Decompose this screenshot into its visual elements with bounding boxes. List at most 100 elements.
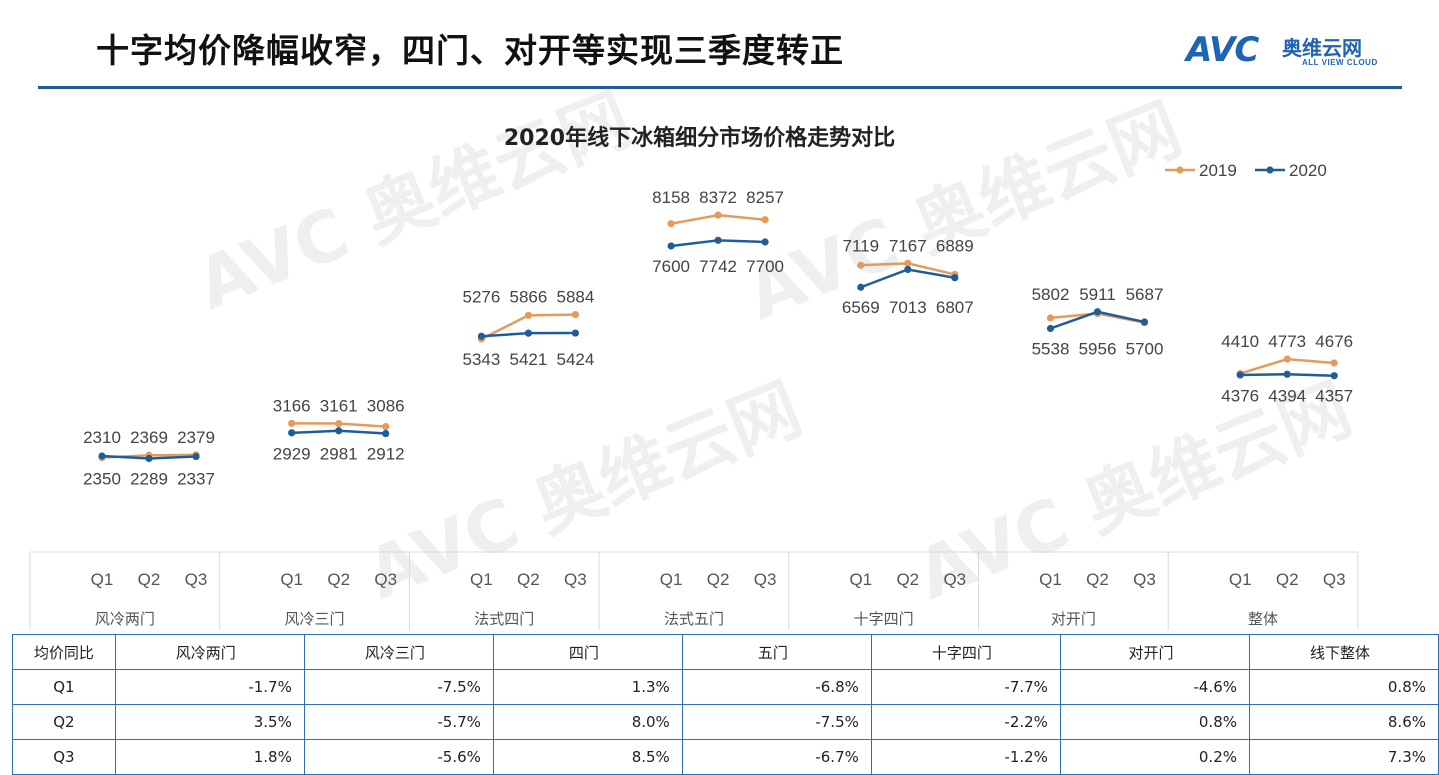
series-2020-point — [904, 265, 912, 274]
series-2019-point — [857, 261, 865, 269]
x-category-label: 风冷两门 — [95, 610, 155, 628]
table-cell: -7.5% — [303, 669, 494, 705]
series-2020-point — [335, 427, 343, 435]
series-2020-point — [1140, 318, 1149, 326]
data-label: 5421 — [509, 350, 547, 369]
table-column-header: 四门 — [492, 634, 683, 670]
x-tick-label: Q3 — [185, 570, 208, 589]
series-2019-point — [1283, 355, 1291, 363]
data-label: 3086 — [367, 396, 405, 415]
avc-logo: AVC 奥维云网 ALL VIEW CLOUD — [1186, 30, 1402, 74]
data-label: 4376 — [1221, 387, 1259, 406]
table-body: Q1 -1.7% -7.5% 1.3% -6.8% -7.7% -4.6% 0.8% Q2 3.5… — [12, 669, 1439, 775]
series-2020-point — [477, 332, 485, 340]
data-label: 5276 — [462, 288, 500, 307]
table-row-header: Q3 — [12, 739, 116, 775]
data-label: 5424 — [556, 350, 594, 369]
x-tick-label: Q3 — [564, 570, 587, 589]
table-cell: -1.7% — [114, 669, 305, 705]
table-cell: 8.5% — [492, 739, 683, 775]
data-label: 2929 — [273, 445, 311, 464]
data-label: 5911 — [1079, 285, 1116, 304]
legend-2020-marker — [1266, 166, 1274, 174]
table-corner-header: 均价同比 — [12, 634, 116, 670]
data-label: 4410 — [1221, 332, 1259, 351]
series-2020-point — [524, 329, 533, 337]
table-column-header: 线下整体 — [1249, 634, 1439, 670]
data-label: 7119 — [843, 236, 880, 255]
series-2019-point — [335, 419, 343, 428]
x-tick-label: Q2 — [517, 570, 540, 589]
series-2020-point — [288, 429, 296, 437]
x-tick-label: Q3 — [754, 570, 777, 589]
data-label: 8158 — [652, 188, 690, 207]
series-2019-point — [571, 311, 580, 319]
x-tick-label: Q2 — [1276, 570, 1299, 589]
table-cell: 0.2% — [1059, 739, 1251, 775]
table-cell: -7.7% — [870, 669, 1061, 705]
data-label: 2337 — [177, 469, 215, 488]
x-tick-label: Q3 — [1133, 570, 1156, 589]
legend-2019-label: 2019 — [1199, 161, 1237, 180]
series-2019-point — [524, 311, 533, 319]
series-2019-point — [714, 211, 722, 219]
x-category-label: 法式四门 — [474, 610, 534, 628]
legend-2020-label: 2020 — [1289, 161, 1327, 180]
series-2019-point — [1330, 359, 1338, 367]
series-2020-point — [1046, 324, 1055, 333]
yoy-table: 均价同比 风冷两门 风冷三门 四门 五门 十字四门 对开门 线下整体 Q1 -1.7% -7.5%… — [12, 634, 1439, 775]
data-label: 7600 — [652, 257, 690, 276]
page-title: 十字均价降幅收窄，四门、对开等实现三季度转正 — [96, 31, 844, 70]
data-label: 2981 — [320, 445, 358, 464]
data-label: 6889 — [936, 236, 974, 255]
table-cell: -1.2% — [870, 739, 1061, 775]
series-2020-point — [951, 274, 959, 282]
x-tick-label: Q1 — [470, 570, 493, 589]
table-row: Q2 3.5% -5.7% 8.0% -7.5% -2.2% 0.8% 8.6% — [12, 704, 1439, 740]
x-tick-label: Q2 — [1086, 570, 1109, 589]
table-cell: 8.0% — [492, 704, 683, 740]
x-category-label: 法式五门 — [664, 610, 724, 628]
x-category-label: 整体 — [1248, 610, 1278, 628]
header-divider — [38, 86, 1402, 89]
data-label: 4676 — [1315, 332, 1353, 351]
data-label: 5700 — [1126, 339, 1164, 358]
data-label: 2379 — [177, 428, 215, 447]
x-tick-label: Q3 — [943, 570, 966, 589]
series-2020-point — [145, 454, 153, 463]
x-tick-label: Q2 — [707, 570, 730, 589]
series-2020-point — [1093, 308, 1102, 316]
data-label: 5343 — [462, 350, 500, 369]
data-label: 5884 — [556, 288, 594, 307]
x-category-label: 十字四门 — [854, 610, 914, 628]
table-cell: 3.5% — [114, 704, 305, 740]
table-header-row: 均价同比 风冷两门 风冷三门 四门 五门 十字四门 对开门 线下整体 — [12, 634, 1439, 670]
data-label: 4357 — [1315, 387, 1353, 406]
series-2020-point — [1283, 370, 1291, 378]
x-tick-label: Q1 — [660, 570, 683, 589]
x-tick-label: Q2 — [327, 570, 350, 589]
data-label: 5538 — [1032, 339, 1070, 358]
series-2019-point — [382, 422, 390, 431]
data-label: 4773 — [1268, 332, 1306, 351]
series-2019-point — [667, 220, 675, 228]
data-label: 2289 — [130, 469, 168, 488]
series-2020-point — [1236, 371, 1244, 379]
logo-mark: AVC — [1186, 30, 1259, 70]
series-2020-point — [1330, 372, 1338, 380]
x-tick-label: Q1 — [849, 570, 872, 589]
x-tick-label: Q2 — [896, 570, 919, 589]
data-label: 8372 — [699, 188, 737, 207]
chart-title: 2020年线下冰箱细分市场价格走势对比 — [503, 126, 896, 151]
data-label: 3161 — [320, 396, 358, 415]
data-label: 2912 — [367, 445, 405, 464]
data-label: 3166 — [273, 396, 311, 415]
logo-en-text: ALL VIEW CLOUD — [1302, 58, 1378, 67]
table-cell: 0.8% — [1059, 704, 1251, 740]
series-2020-point — [667, 242, 675, 250]
data-label: 8257 — [746, 188, 784, 207]
data-label: 2350 — [83, 469, 121, 488]
data-label: 5687 — [1126, 285, 1164, 304]
data-label: 6569 — [842, 298, 880, 317]
